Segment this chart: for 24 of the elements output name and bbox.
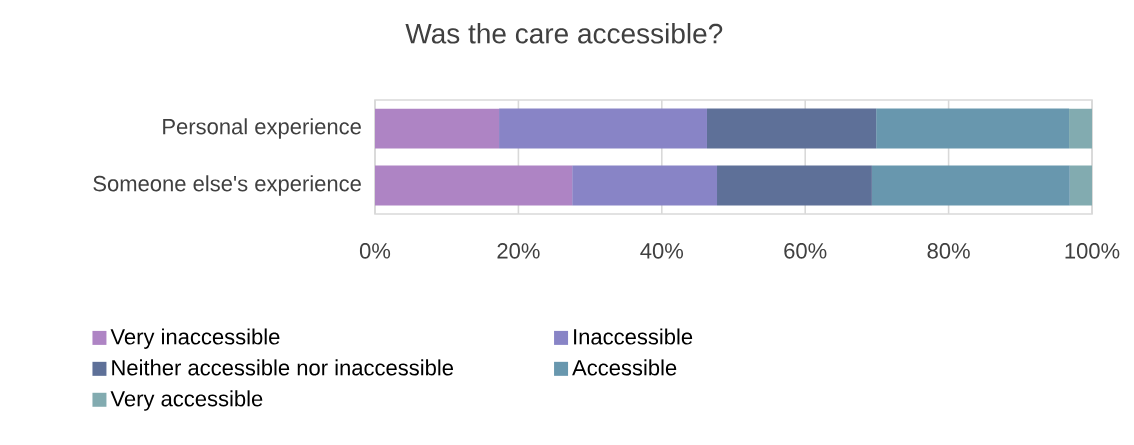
bar [706, 108, 877, 149]
bar [375, 108, 500, 149]
x-tick-label: 0% [359, 243, 391, 259]
legend-label: Very inaccessible [110, 328, 280, 349]
bar [375, 165, 573, 206]
bar [876, 108, 1070, 149]
bar [871, 165, 1070, 206]
chart-title: Was the care accessible? [405, 22, 723, 44]
y-tick-label: Personal experience [163, 118, 361, 139]
x-tick-label: 20% [497, 243, 540, 259]
x-tick-label: 100% [1065, 243, 1120, 259]
bar [717, 165, 872, 206]
x-tick-label: 80% [927, 243, 970, 259]
y-tick-label: Someone else's experience [93, 175, 361, 196]
x-tick-label: 40% [640, 243, 684, 259]
legend-label: Inaccessible [574, 328, 693, 345]
bar [499, 108, 707, 149]
legend-label: Very accessible [110, 390, 263, 411]
x-tick-label: 60% [784, 243, 827, 259]
legend-label: Neither accessible nor inaccessible [112, 359, 454, 376]
bar [1069, 165, 1093, 206]
bar [572, 165, 718, 206]
bar [1069, 108, 1093, 149]
legend-label: Accessible [572, 359, 677, 376]
